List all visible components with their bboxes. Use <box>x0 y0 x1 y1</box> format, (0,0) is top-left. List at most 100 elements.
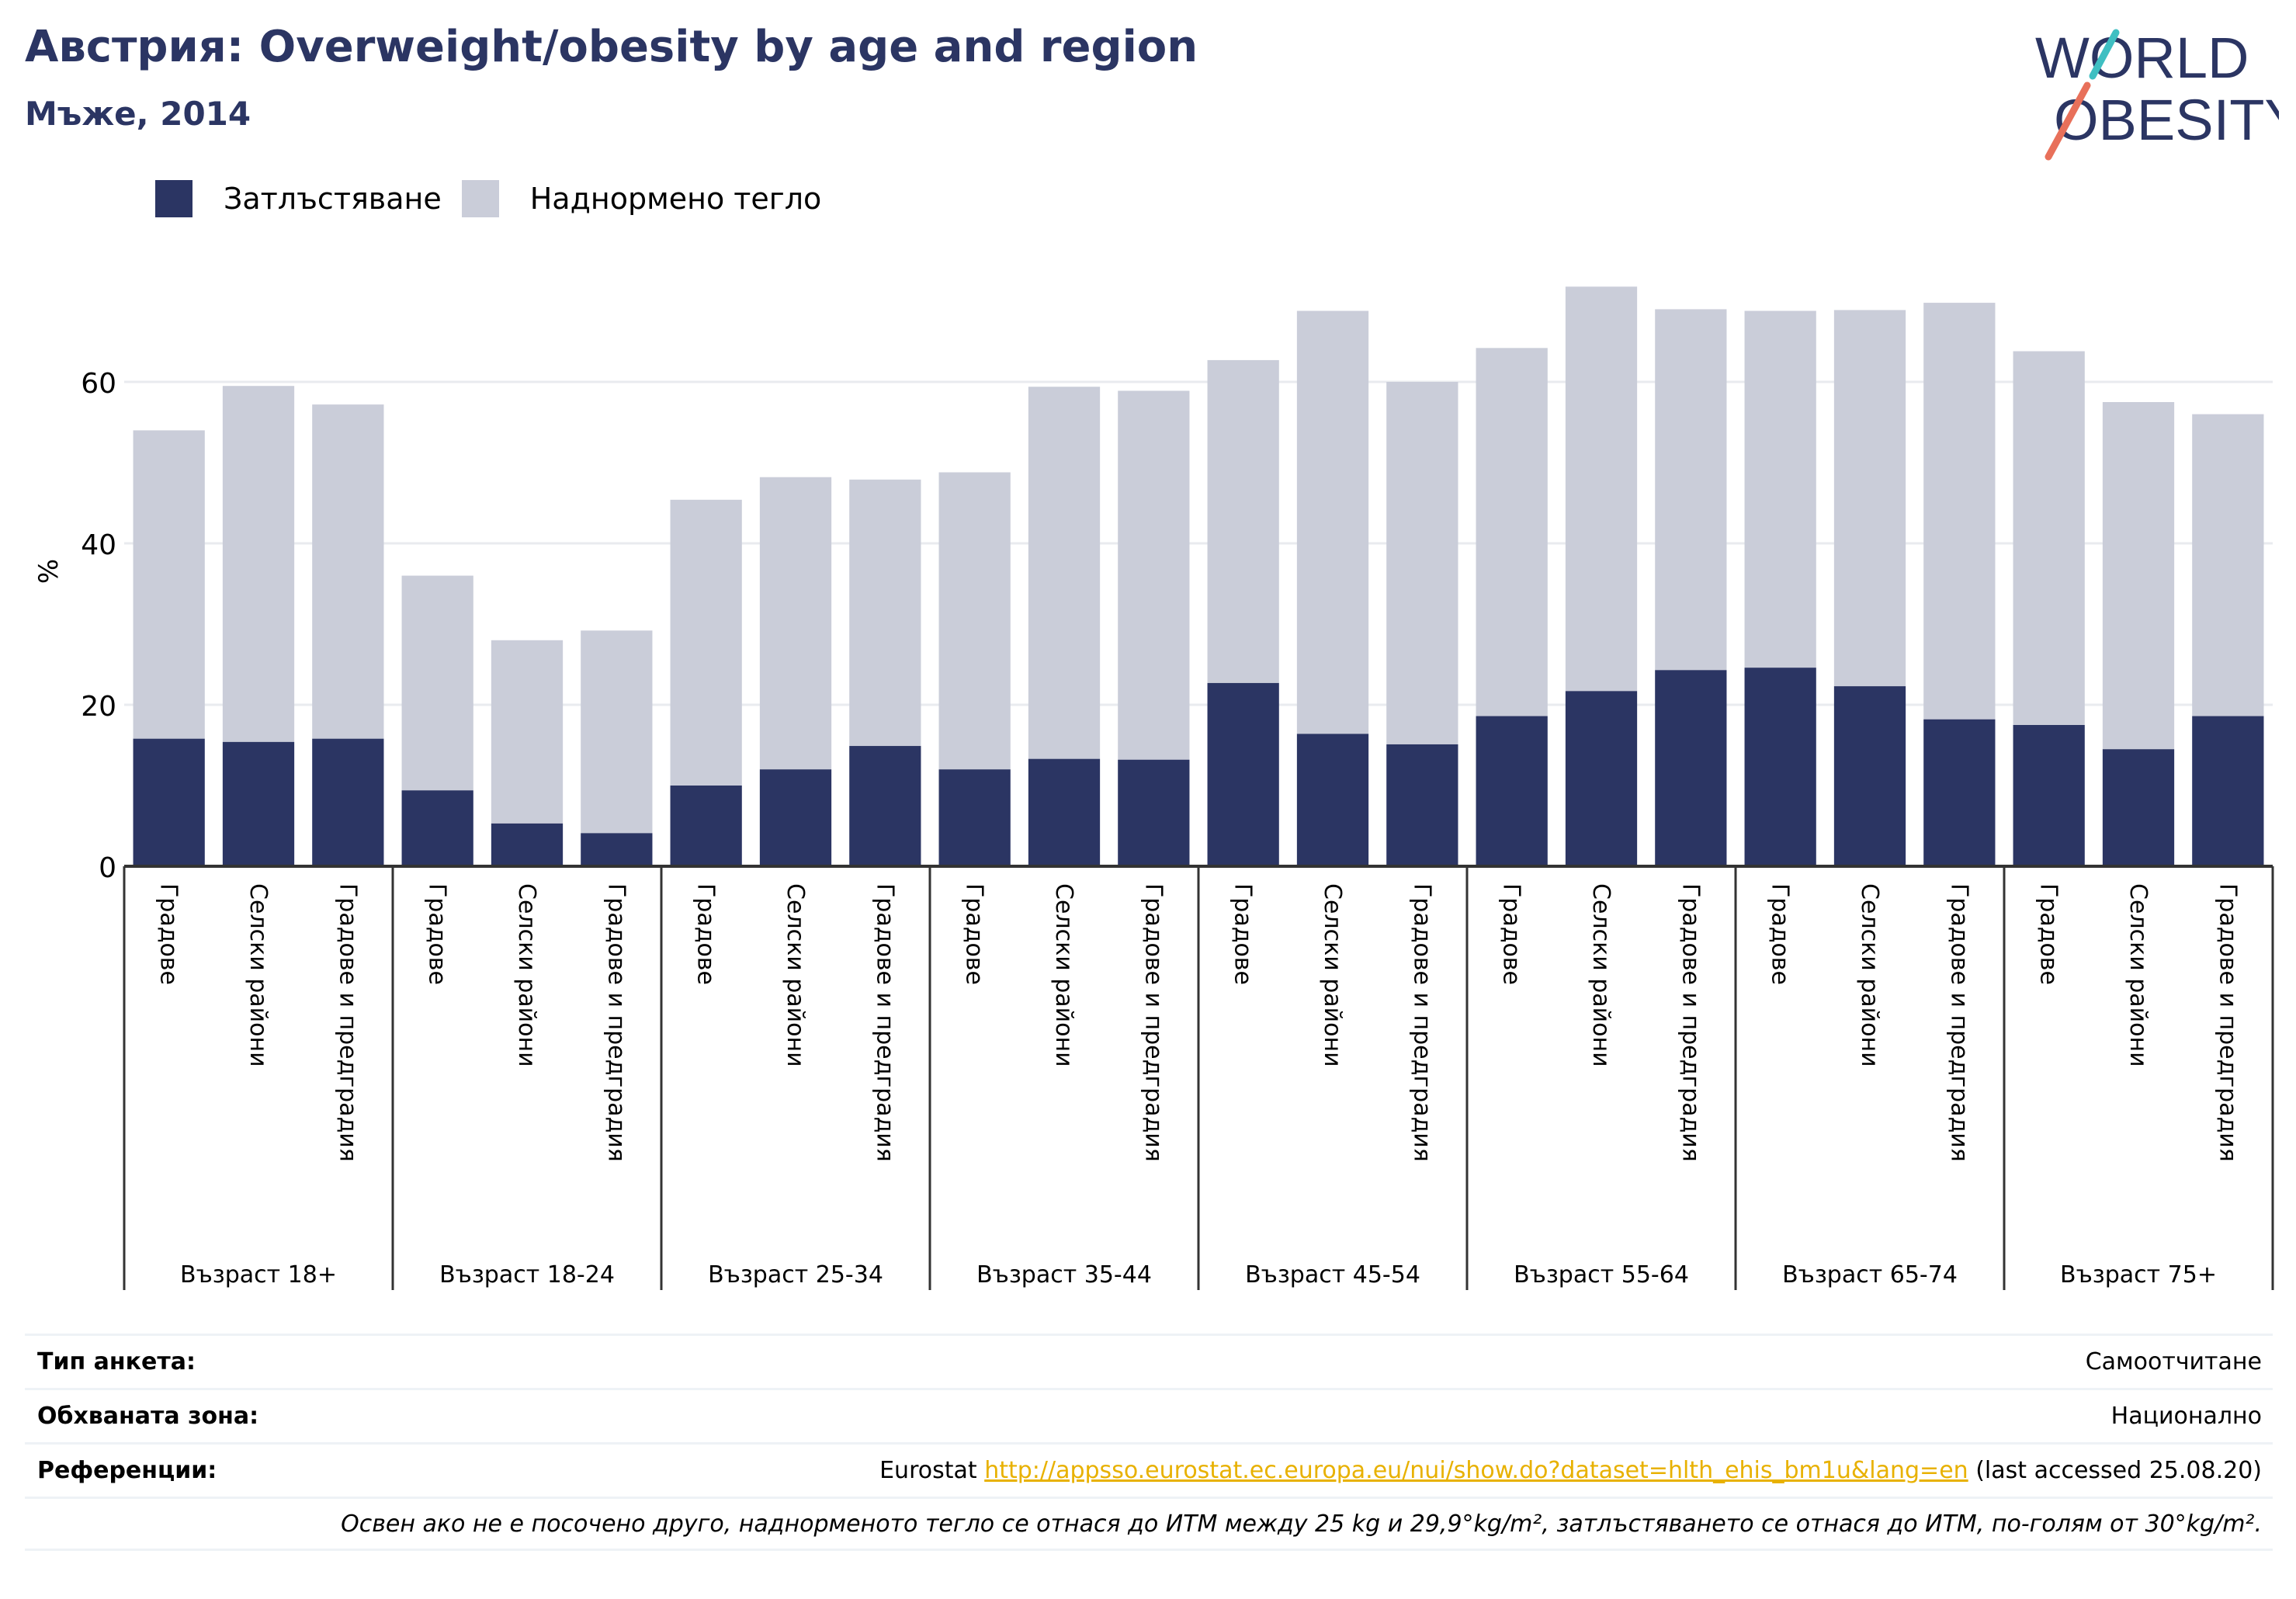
bar-overweight <box>759 477 832 770</box>
bar-overweight <box>1028 387 1101 759</box>
x-category-label: Селски райони <box>1050 883 1077 1067</box>
stacked-bar-chart: 0 20 40 60% Градове Селски райони Градове и пр… <box>33 286 2274 1290</box>
references-value: Eurostat http://appsso.eurostat.ec.europ… <box>879 1457 2262 1484</box>
bar-obesity <box>938 769 1011 866</box>
bar-overweight <box>2192 414 2264 716</box>
bar-overweight <box>1655 309 1727 671</box>
x-category-label: Градове и предградия <box>602 883 629 1162</box>
bar-obesity <box>1207 682 1279 866</box>
bar-overweight <box>1565 286 1638 692</box>
bar-overweight <box>938 472 1011 770</box>
bar-obesity <box>2102 749 2175 866</box>
bar-obesity <box>1923 719 1996 866</box>
info-table: Тип анкета: Самоотчитане Обхваната зона:… <box>25 1334 2273 1551</box>
info-row-survey: Тип анкета: Самоотчитане <box>25 1334 2273 1388</box>
logo-slash-teal <box>2089 29 2120 80</box>
x-category-label: Градове и предградия <box>1408 883 1435 1162</box>
x-category-label: Градове и предградия <box>2214 883 2241 1162</box>
bar-overweight <box>133 430 205 739</box>
x-category-label: Селски райони <box>1319 883 1346 1067</box>
y-tick-label: 40 <box>81 529 116 561</box>
bar-overweight <box>2013 351 2085 725</box>
bar-obesity <box>2013 725 2085 866</box>
bar-overweight <box>1833 310 1906 687</box>
logo-slash-coral <box>2045 82 2091 161</box>
bar-overweight <box>312 404 384 739</box>
chart-legend: Затлъстяване Наднормено тегло <box>155 180 841 217</box>
chart-subtitle: Мъже, 2014 <box>25 95 251 133</box>
x-group-label: Възраст 18+ <box>180 1261 337 1289</box>
bar-overweight <box>401 575 473 791</box>
bar-obesity <box>849 746 921 866</box>
x-category-label: Градове и предградия <box>334 883 361 1162</box>
bar-overweight <box>1386 382 1458 744</box>
references-suffix: (last accessed 25.08.20) <box>1975 1457 2262 1484</box>
survey-type-label: Тип анкета: <box>37 1348 196 1375</box>
bar-overweight <box>1296 310 1369 734</box>
logo-word-1: WORLD <box>2035 26 2249 90</box>
bar-obesity <box>1565 691 1638 866</box>
bar-overweight <box>1207 359 1279 683</box>
y-tick-label: 20 <box>81 691 116 723</box>
references-link[interactable]: http://appsso.eurostat.ec.europa.eu/nui/… <box>984 1457 1968 1484</box>
bar-overweight <box>1118 390 1190 760</box>
x-category-label: Селски райони <box>782 883 809 1067</box>
bar-obesity <box>581 833 653 866</box>
x-category-label: Селски райони <box>1856 883 1883 1067</box>
logo-word-2: OBESITY <box>2054 88 2279 152</box>
references-prefix: Eurostat <box>879 1457 977 1484</box>
y-tick-label: 60 <box>81 368 116 400</box>
x-group-label: Възраст 45-54 <box>1245 1261 1420 1289</box>
chart-title: Австрия: Overweight/obesity by age and r… <box>25 22 1198 72</box>
x-category-label: Градове <box>692 883 720 985</box>
definition-note: Освен ако не е посочено друго, наднормен… <box>341 1510 2262 1538</box>
bar-obesity <box>1655 670 1727 866</box>
coverage-label: Обхваната зона: <box>37 1403 259 1430</box>
bar-overweight <box>1476 348 1548 716</box>
x-group-label: Възраст 35-44 <box>976 1261 1152 1289</box>
coverage-value: Национално <box>2110 1403 2262 1430</box>
info-row-coverage: Обхваната зона: Национално <box>25 1388 2273 1442</box>
x-category-label: Градове и предградия <box>1139 883 1167 1162</box>
bar-obesity <box>222 741 295 866</box>
x-category-label: Градове <box>155 883 182 985</box>
x-group-label: Възраст 55-64 <box>1514 1261 1689 1289</box>
x-category-label: Градове <box>2035 883 2062 985</box>
x-category-label: Градове <box>424 883 451 985</box>
bar-overweight <box>581 630 653 834</box>
info-row-references: Референции: Eurostat http://appsso.euros… <box>25 1442 2273 1497</box>
legend-swatch-overweight <box>461 180 499 217</box>
bar-overweight <box>2102 402 2175 750</box>
bar-obesity <box>1028 758 1101 866</box>
bar-overweight <box>222 386 295 742</box>
bar-overweight <box>849 479 921 747</box>
bar-obesity <box>1386 744 1458 866</box>
x-category-label: Селски райони <box>2124 883 2152 1067</box>
bar-obesity <box>670 786 742 866</box>
x-group-label: Възраст 18-24 <box>439 1261 615 1289</box>
x-category-label: Градове <box>1767 883 1794 985</box>
bar-obesity <box>133 738 205 866</box>
bar-obesity <box>1833 686 1906 866</box>
bar-obesity <box>1744 668 1816 866</box>
x-group-label: Възраст 65-74 <box>1782 1261 1958 1289</box>
references-label: Референции: <box>37 1457 217 1484</box>
bar-overweight <box>1923 303 1996 720</box>
survey-type-value: Самоотчитане <box>2085 1348 2262 1375</box>
x-category-label: Градове <box>1498 883 1525 985</box>
x-category-label: Селски райони <box>245 883 272 1067</box>
x-category-label: Селски райони <box>1587 883 1614 1067</box>
y-axis-label: % <box>33 559 64 584</box>
x-category-label: Градове <box>1230 883 1257 985</box>
x-category-label: Градове и предградия <box>1677 883 1704 1162</box>
x-category-label: Селски райони <box>513 883 540 1067</box>
bar-obesity <box>1296 734 1369 866</box>
y-tick-label: 0 <box>99 852 116 884</box>
bar-obesity <box>1118 759 1190 866</box>
bar-overweight <box>491 640 564 824</box>
bar-obesity <box>1476 716 1548 866</box>
bar-obesity <box>312 738 384 866</box>
x-category-label: Градове и предградия <box>1945 883 1972 1162</box>
bar-obesity <box>491 823 564 866</box>
bar-overweight <box>670 499 742 786</box>
